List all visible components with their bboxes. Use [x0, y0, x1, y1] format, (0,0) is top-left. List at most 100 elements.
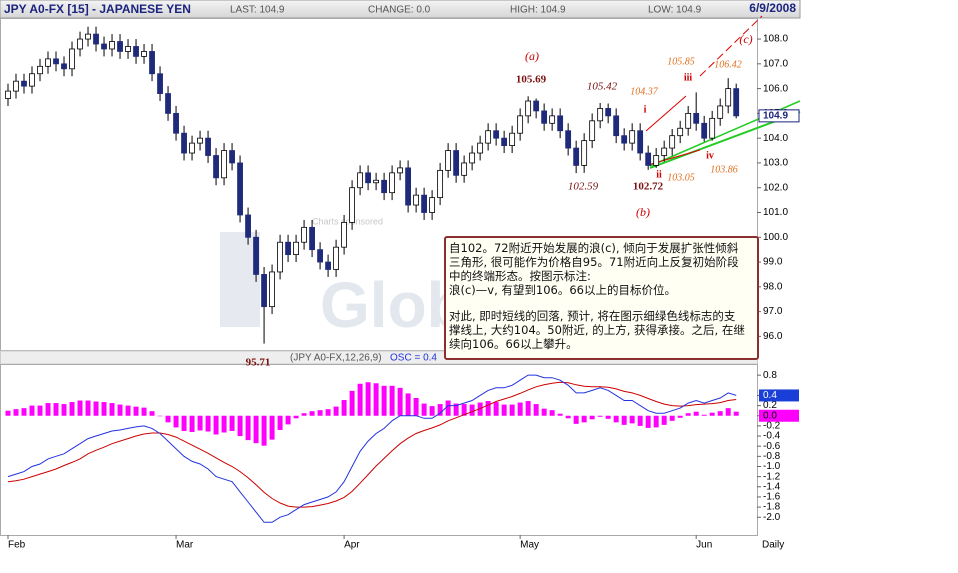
histogram-bar: [725, 408, 731, 416]
note-line: 对此, 即时短线的回落, 预计, 将在图示细绿色线标志的支: [449, 309, 736, 323]
histogram-bar: [573, 415, 579, 424]
x-tick-label: Mar: [176, 540, 194, 551]
candle-body: [661, 147, 668, 156]
y-tick-label: 97.0: [763, 306, 783, 317]
annotation: 103.86: [710, 164, 738, 175]
histogram-bar: [301, 413, 307, 416]
histogram-bar: [197, 415, 203, 431]
histogram-bar: [709, 412, 715, 416]
candle-body: [29, 73, 35, 87]
candle-body: [365, 172, 371, 184]
candle-body: [373, 179, 379, 184]
candle-body: [285, 241, 291, 256]
candle-body: [525, 100, 532, 117]
histogram-bar: [701, 414, 707, 416]
histogram-bar: [229, 415, 235, 431]
histogram-bar: [261, 415, 267, 446]
candle-body: [205, 137, 211, 156]
macd-tag-label: 0.4: [763, 390, 777, 401]
histogram-bar: [669, 415, 675, 421]
histogram-bar: [653, 415, 659, 428]
histogram-bar: [453, 403, 459, 416]
histogram-bar: [109, 403, 115, 416]
candle-body: [453, 150, 460, 176]
macd-line: [7, 374, 737, 523]
candle-body: [125, 46, 131, 52]
candle-body: [173, 112, 179, 134]
osc-panel: [0, 364, 758, 536]
histogram-bar: [61, 404, 67, 416]
note-line: 三角形, 很可能作为价格自95。71附近向上反复初始阶段: [449, 255, 739, 269]
macd-line: [7, 381, 737, 508]
histogram-bar: [77, 400, 83, 416]
y-tick-label: -1.4: [763, 481, 781, 492]
sponsor-text: Charts sponsored: [312, 216, 383, 226]
annotation: 102.72: [633, 181, 664, 193]
histogram-bar: [429, 406, 435, 416]
histogram-bar: [309, 411, 315, 416]
histogram-bar: [53, 403, 59, 416]
histogram-bar: [69, 402, 75, 416]
histogram-bar: [437, 404, 443, 416]
histogram-bar: [349, 390, 355, 416]
annotation: 102.59: [568, 181, 599, 193]
candle-body: [69, 48, 75, 70]
histogram-bar: [285, 415, 291, 425]
histogram-bar: [421, 403, 427, 416]
histogram-bar: [469, 404, 475, 416]
note-paragraph: 自102。72附近开始发展的浪(c), 倾向于发展扩张性倾斜 三角形, 很可能作为…: [449, 241, 754, 297]
candle-body: [629, 130, 636, 144]
histogram-bar: [685, 413, 691, 416]
candle-body: [61, 63, 67, 70]
candle-body: [645, 152, 652, 166]
histogram-bar: [397, 387, 403, 416]
candle-body: [221, 150, 227, 179]
candle-body: [541, 110, 548, 124]
y-tick-label: 104.0: [763, 133, 788, 144]
histogram-bar: [445, 400, 451, 416]
candle-body: [253, 236, 259, 275]
histogram-bar: [677, 415, 683, 418]
candle-body: [637, 130, 644, 154]
candle-body: [341, 222, 347, 248]
histogram-bar: [317, 410, 323, 416]
histogram-bar: [621, 415, 627, 425]
y-tick-label: 107.0: [763, 58, 788, 69]
candle-body: [53, 58, 59, 65]
histogram-bar: [485, 401, 491, 416]
histogram-bar: [117, 404, 123, 416]
histogram-bar: [205, 415, 211, 432]
candle-body: [437, 169, 444, 199]
candle-body: [381, 179, 388, 194]
histogram-bar: [517, 402, 523, 416]
histogram-bar: [389, 385, 395, 416]
histogram-bar: [597, 415, 603, 417]
last-price-tag: [758, 109, 800, 123]
y-tick-label: 99.0: [763, 257, 783, 268]
y-tick-label: -1.6: [763, 492, 781, 503]
y-tick-label: 108.0: [763, 34, 788, 45]
histogram-bar: [637, 415, 643, 426]
histogram-bar: [5, 410, 11, 416]
note-line: 自102。72附近开始发展的浪(c), 倾向于发展扩张性倾斜: [449, 241, 739, 255]
header-change: CHANGE: 0.0: [368, 5, 431, 16]
candle-body: [317, 249, 323, 263]
candle-body: [589, 120, 596, 142]
histogram-bar: [477, 402, 483, 416]
annotation: 106.42: [714, 59, 742, 70]
hist-tag: [759, 409, 799, 422]
histogram-bar: [541, 408, 547, 416]
histogram-bar: [253, 415, 259, 444]
candle-body: [709, 117, 716, 139]
candle-body: [669, 135, 676, 149]
candle-body: [413, 194, 420, 206]
y-tick-label: 103.0: [763, 158, 788, 169]
price-marks: 96.0 97.0 98.0 99.0 100.0 101.0 102.0 103.0 104.…: [5, 26, 800, 369]
note-line: 浪(c)—v, 有望到106。66以上的目标价位。: [449, 283, 676, 297]
y-tick-label: 0.2: [763, 400, 777, 411]
annotation: 104.37: [630, 86, 659, 97]
candle-body: [477, 142, 484, 154]
y-tick-label: -1.0: [763, 461, 781, 472]
candle-body: [45, 58, 51, 67]
histogram-bar: [565, 415, 571, 419]
